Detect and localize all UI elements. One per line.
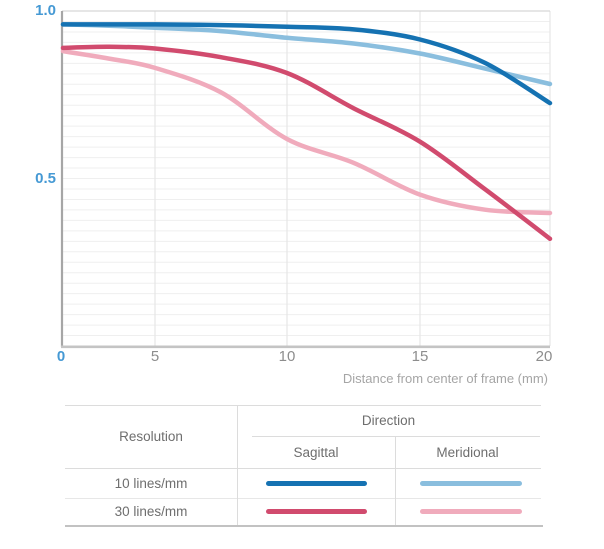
direction-header: Direction	[361, 413, 416, 428]
curve-10-lines-mm-sagittal	[60, 22, 553, 106]
table-border-bottom	[65, 525, 543, 527]
y-tick-label-0.5: 0.5	[35, 169, 56, 187]
row-label-10-lines-mm: 10 lines/mm	[114, 475, 188, 491]
x-tick-label-15: 15	[411, 348, 429, 365]
resolution-header: Resolution	[119, 429, 183, 444]
legend-swatch-10lines-sagittal	[266, 481, 367, 486]
mtf-line-chart	[60, 10, 553, 349]
x-axis-title: Distance from center of frame (mm)	[342, 371, 548, 386]
curve-30-lines-mm-sagittal	[60, 44, 553, 242]
table-divider-resolution	[237, 405, 238, 525]
legend-swatch-10lines-meridional	[420, 481, 522, 486]
x-tick-label-20: 20	[535, 348, 553, 365]
legend-swatch-30lines-meridional	[420, 509, 522, 514]
legend-swatch-30lines-sagittal	[266, 509, 367, 514]
row-label-30-lines-mm: 30 lines/mm	[114, 504, 188, 519]
table-border-row-divider	[65, 498, 541, 499]
meridional-column-header: Meridional	[436, 444, 499, 460]
curve-30-lines-mm-meridional	[60, 48, 553, 216]
table-border-top	[65, 405, 541, 406]
x-tick-label-5: 5	[150, 348, 160, 365]
x-tick-label-10: 10	[278, 348, 296, 365]
y-tick-label-1.0: 1.0	[35, 2, 56, 19]
sagittal-column-header: Sagittal	[293, 444, 339, 460]
table-border-header-bottom	[65, 468, 541, 469]
curve-10-lines-mm-meridional	[60, 22, 553, 87]
table-divider-sagittal-meridional	[395, 436, 396, 525]
y-tick-label-0: 0	[56, 348, 66, 365]
table-border-under-direction	[252, 436, 540, 437]
